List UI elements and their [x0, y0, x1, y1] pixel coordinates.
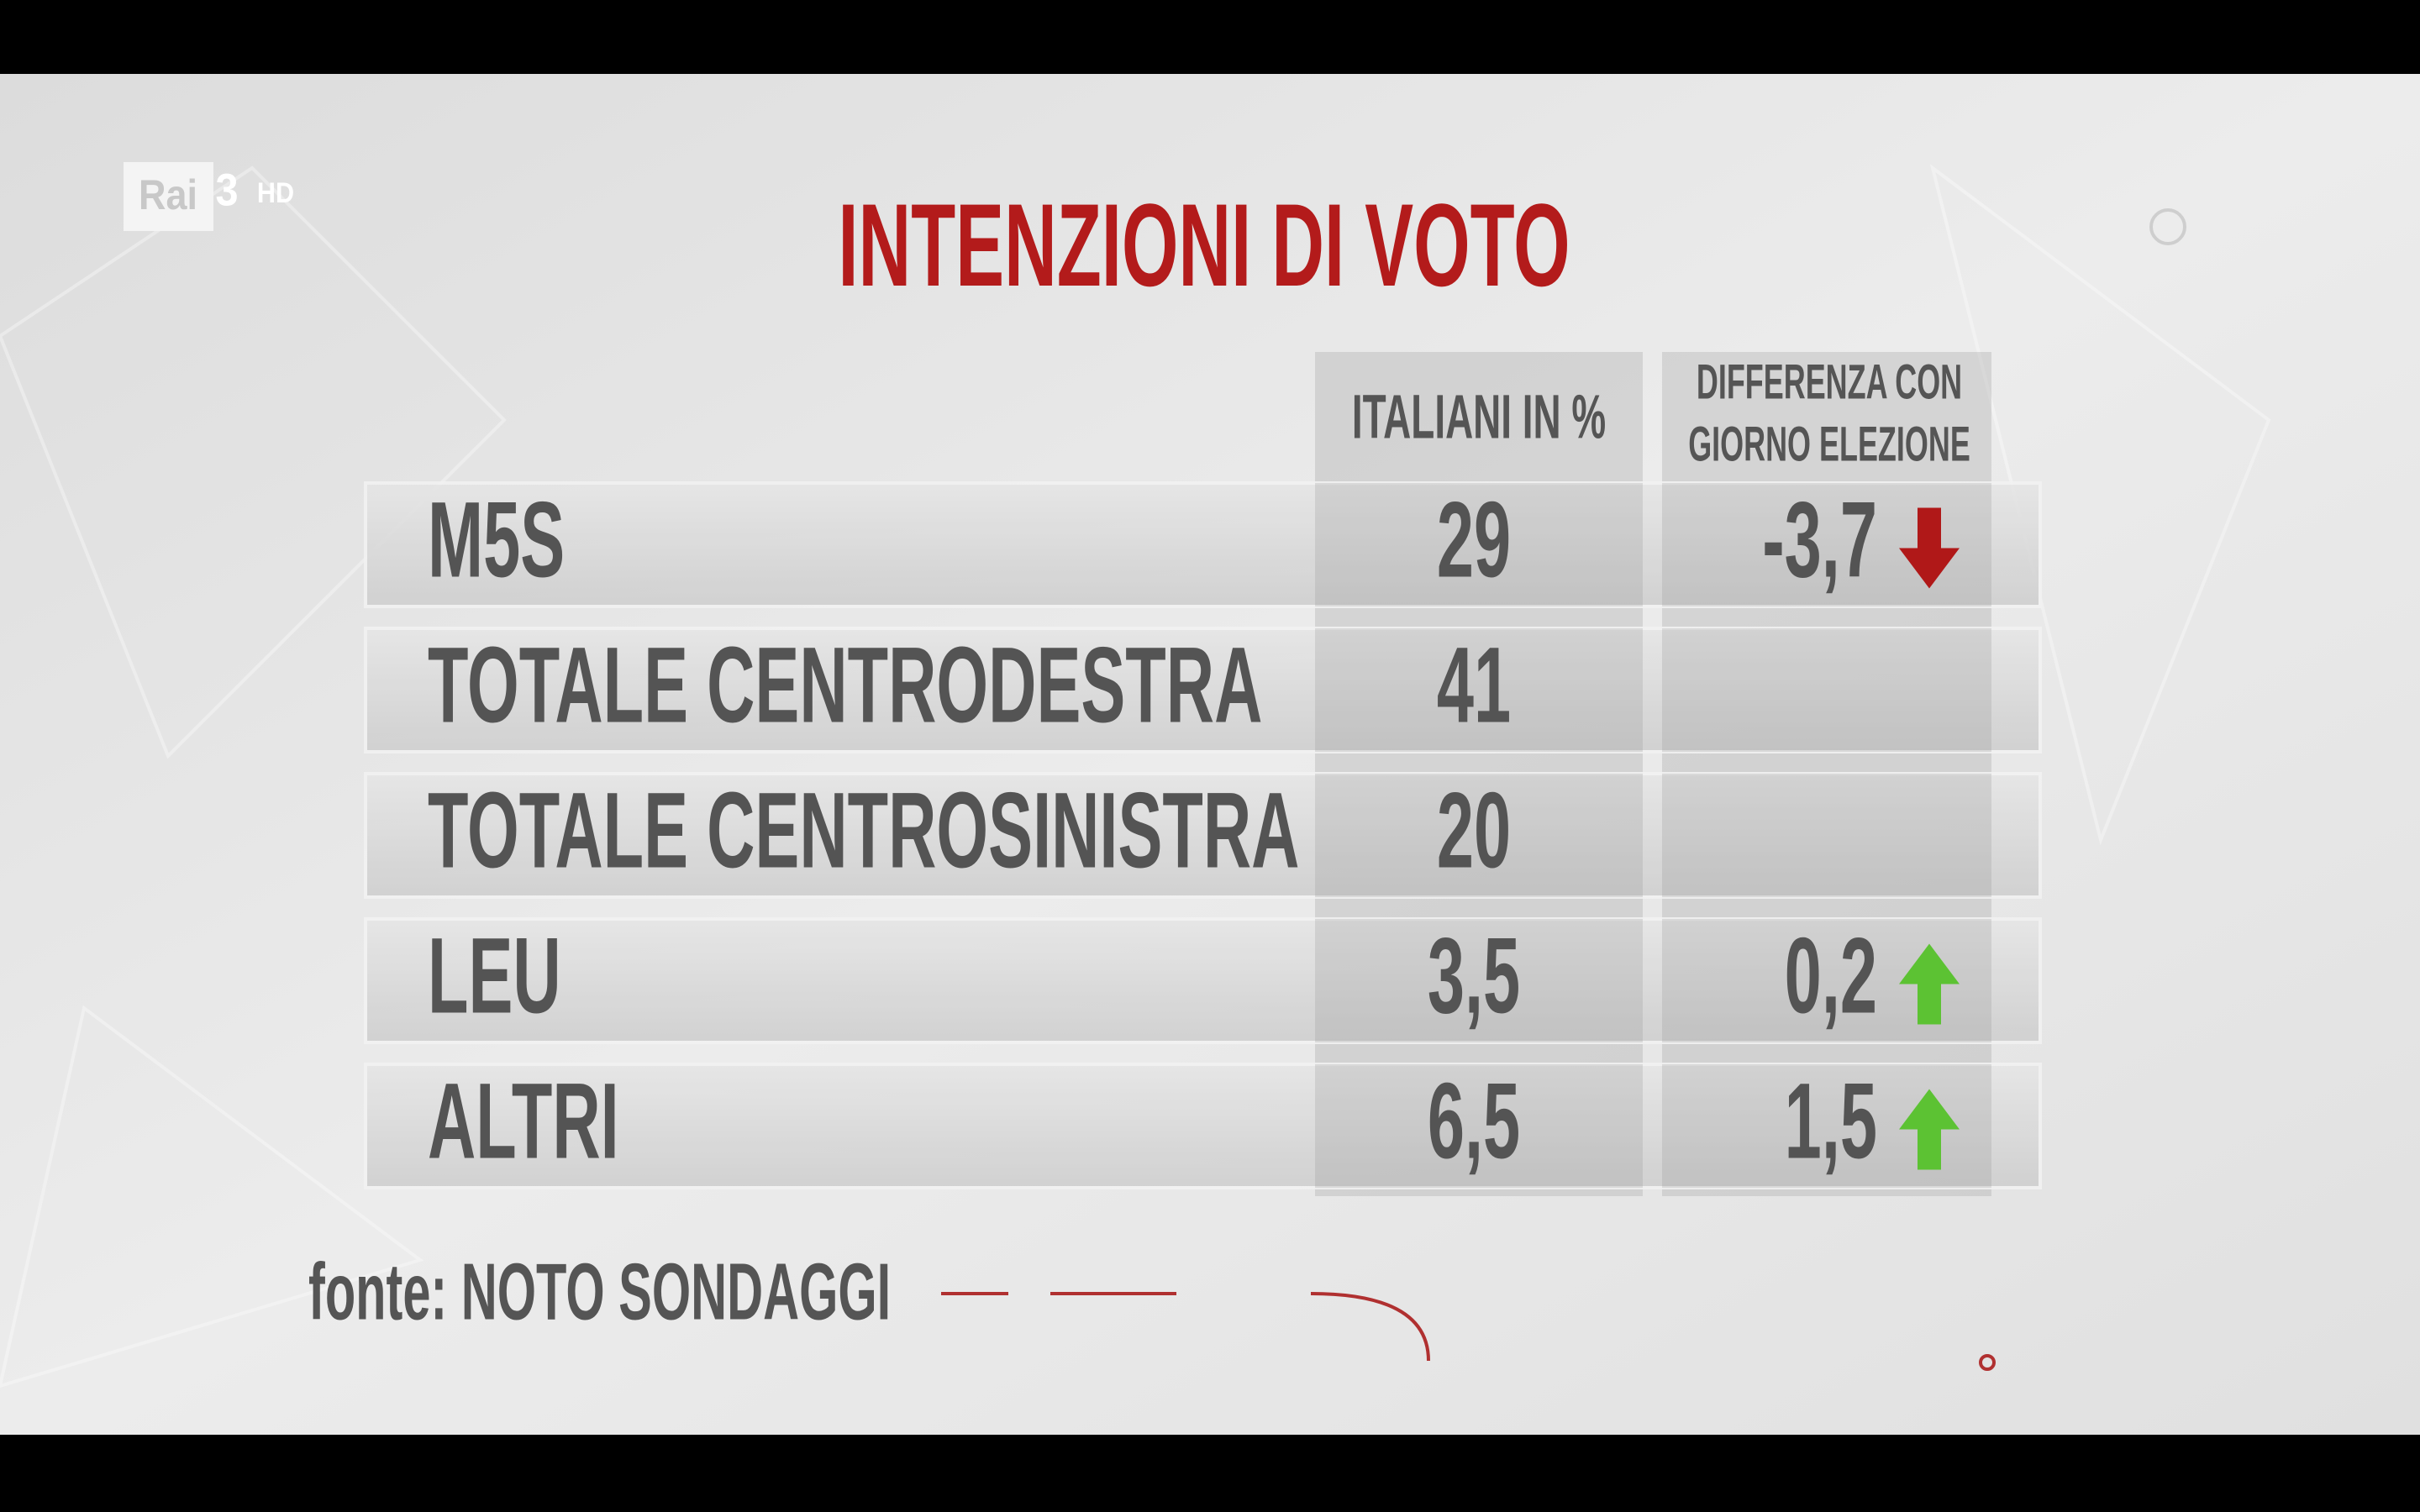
row-diff: -3,7 [1762, 480, 1877, 600]
arrow-up [1899, 1089, 1960, 1170]
logo-brand: Rai [139, 172, 197, 219]
row-bar [364, 481, 2042, 608]
row-bar [364, 1063, 2042, 1189]
background [0, 74, 2420, 1435]
row-diff: 0,2 [1785, 916, 1877, 1036]
row-cell-shade [1315, 628, 1643, 752]
row-cell-shade [1315, 919, 1643, 1042]
logo-channel: 3 [215, 164, 238, 215]
content: Rai 3 HD INTENZIONI DI VOTO M5S 29 -3,7 TOTALE … [139, 164, 2042, 1336]
decor-lines [941, 1292, 1996, 1371]
row-cell-shade [1315, 1064, 1643, 1188]
row-name: ALTRI [428, 1061, 619, 1181]
row-value: 41 [1437, 625, 1511, 745]
logo-quality: HD [257, 177, 294, 209]
row-cell-shade [1315, 483, 1643, 606]
arrow-down [1899, 507, 1960, 589]
row-name: TOTALE CENTROSINISTRA [428, 770, 1299, 890]
row-cell-shade [1315, 774, 1643, 897]
row-cell-shade [1662, 628, 1991, 752]
header-value: ITALIANI IN % [1352, 382, 1606, 452]
header-diff: GIORNO ELEZIONE [1688, 417, 1970, 472]
logo-box [124, 162, 213, 231]
row-bar [364, 627, 2042, 753]
row-diff: 1,5 [1785, 1061, 1877, 1181]
row-value: 6,5 [1428, 1061, 1520, 1181]
row-bar [364, 772, 2042, 899]
row-value: 3,5 [1428, 916, 1520, 1036]
header-diff: DIFFERENZA CON [1697, 355, 1962, 410]
source: fonte: NOTO SONDAGGI [308, 1247, 891, 1336]
row-cell-shade [1662, 774, 1991, 897]
row-value: 29 [1437, 480, 1511, 600]
row-bar [364, 917, 2042, 1044]
row-value: 20 [1437, 770, 1511, 890]
row-name: LEU [428, 916, 561, 1036]
row-name: TOTALE CENTRODESTRA [428, 625, 1262, 745]
row-name: M5S [428, 480, 565, 600]
arrow-up [1899, 943, 1960, 1025]
title: INTENZIONI DI VOTO [838, 180, 1570, 311]
